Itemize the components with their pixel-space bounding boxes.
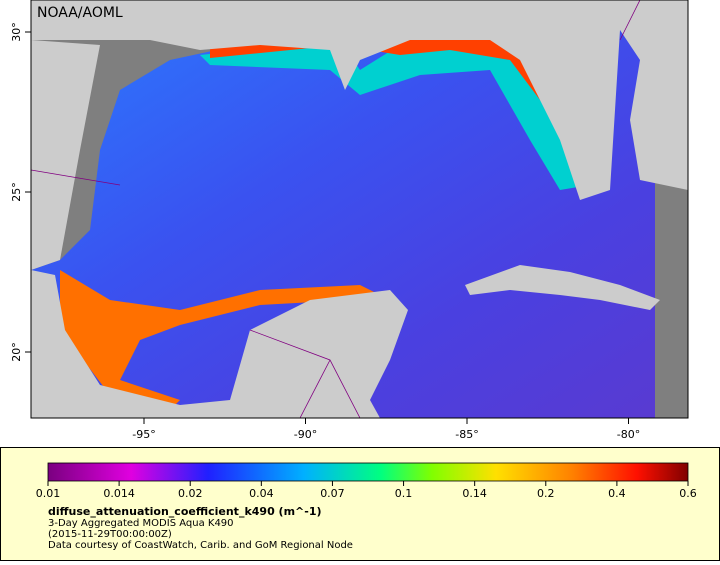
map-title: NOAA/AOML [37,5,123,21]
colorbar-label: 0.6 [679,487,697,500]
colorbar [47,462,689,482]
land [31,0,688,200]
x-tick-label: -80° [617,428,640,441]
colorbar-label: 0.1 [395,487,413,500]
map-frame [30,0,689,419]
colorbar-label: 0.4 [608,487,626,500]
variable-name: diffuse_attenuation_coefficient_k490 (m^… [48,505,322,518]
x-tick-label: -90° [294,428,317,441]
colorbar-label: 0.14 [462,487,487,500]
border [31,0,641,418]
coastal-water [210,30,600,190]
legend-line: (2015-11-29T00:00:00Z) [48,529,172,540]
axes: -95° -90° -85° -80° 30° 25° 20° [10,22,640,441]
legend-line: 3-Day Aggregated MODIS Aqua K490 [48,518,234,529]
x-tick-label: -95° [132,428,155,441]
coastal-water [60,270,400,410]
land [465,265,660,310]
land [31,40,100,270]
colorbar-label: 0.07 [320,487,345,500]
colorbar-labels: 0.01 0.014 0.02 0.04 0.07 0.1 0.14 0.2 0.4 0.6 [36,481,697,500]
map [31,0,688,418]
colorbar-label: 0.04 [249,487,274,500]
legend-line: Data courtesy of CoastWatch, Carib. and … [48,540,353,551]
colorbar-label: 0.01 [36,487,61,500]
land [31,270,408,418]
x-tick-label: -85° [455,428,478,441]
colorbar-label: 0.014 [103,487,135,500]
colorbar-label: 0.02 [178,487,203,500]
y-tick-label: 30° [10,22,23,42]
no-data [31,0,360,270]
y-tick-label: 25° [10,182,23,202]
colorbar-label: 0.2 [537,487,555,500]
y-tick-label: 20° [10,342,23,362]
